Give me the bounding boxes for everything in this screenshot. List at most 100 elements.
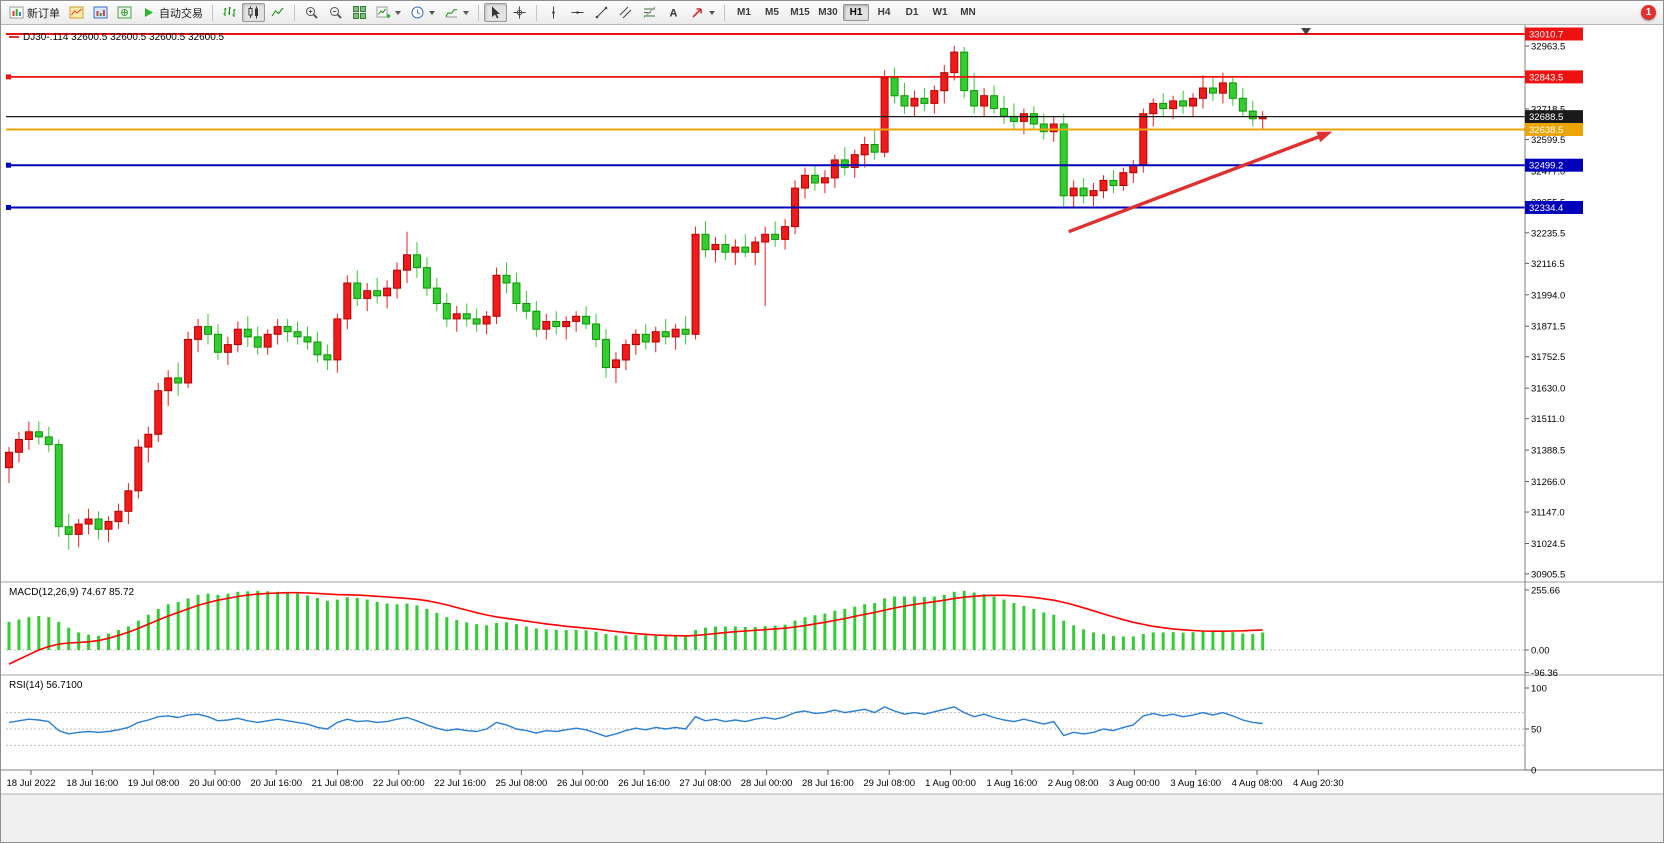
fibonacci-button[interactable] (638, 3, 661, 22)
hline-handle[interactable] (6, 162, 11, 168)
candle-body[interactable] (920, 97, 929, 104)
timeframe-M1[interactable]: M1 (731, 4, 757, 21)
candle-body[interactable] (731, 246, 740, 253)
candle-body[interactable] (830, 159, 839, 179)
candle-body[interactable] (213, 333, 222, 353)
candle-body[interactable] (1189, 97, 1198, 107)
timeframe-M5[interactable]: M5 (759, 4, 785, 21)
candle-body[interactable] (1179, 100, 1188, 107)
candle-body[interactable] (363, 290, 372, 299)
candle-body[interactable] (462, 313, 471, 320)
tile-windows-button[interactable] (348, 3, 371, 22)
candle-body[interactable] (990, 95, 999, 109)
candle-body[interactable] (910, 97, 919, 107)
timeframe-D1[interactable]: D1 (899, 4, 925, 21)
timeframe-H4[interactable]: H4 (871, 4, 897, 21)
channel-button[interactable] (614, 3, 637, 22)
candle-body[interactable] (184, 338, 193, 384)
candle-body[interactable] (661, 331, 670, 338)
candle-body[interactable] (154, 390, 163, 435)
candle-body[interactable] (542, 321, 551, 330)
candle-body[interactable] (233, 328, 242, 346)
candle-body[interactable] (253, 336, 262, 348)
candle-body[interactable] (412, 254, 421, 269)
candle-body[interactable] (5, 451, 13, 469)
candle-body[interactable] (44, 436, 53, 446)
candle-body[interactable] (751, 241, 760, 253)
zoom-out-button[interactable] (324, 3, 347, 22)
candle-body[interactable] (1079, 187, 1088, 197)
candle-body[interactable] (890, 77, 899, 97)
candle-body[interactable] (582, 315, 591, 325)
horizontal-line-button[interactable] (566, 3, 589, 22)
candle-body[interactable] (293, 331, 302, 338)
candle-body[interactable] (333, 318, 342, 361)
chart-plot-area[interactable] (6, 25, 1525, 770)
candle-body[interactable] (134, 446, 143, 492)
new-order-button[interactable]: 新订单 (5, 3, 64, 22)
candle-body[interactable] (482, 315, 491, 325)
candle-body[interactable] (1208, 87, 1217, 94)
candle-body[interactable] (204, 326, 212, 335)
candle-body[interactable] (1159, 102, 1168, 110)
candle-body[interactable] (840, 159, 849, 169)
navigator-button[interactable] (113, 3, 136, 22)
candle-body[interactable] (313, 341, 322, 356)
candle-body[interactable] (1199, 87, 1207, 99)
candle-body[interactable] (781, 226, 790, 240)
hline-handle[interactable] (6, 74, 11, 80)
candle-body[interactable] (84, 518, 93, 525)
timeframe-M30[interactable]: M30 (815, 4, 841, 21)
candle-body[interactable] (562, 321, 571, 328)
candle-body[interactable] (114, 510, 123, 523)
candle-body[interactable] (383, 287, 392, 297)
candle-body[interactable] (940, 72, 949, 92)
candle-body[interactable] (1169, 100, 1178, 110)
time-axis[interactable] (1, 770, 1664, 794)
candle-body[interactable] (64, 526, 73, 535)
candle-body[interactable] (552, 321, 561, 328)
candle-body[interactable] (701, 233, 710, 251)
candle-body[interactable] (54, 444, 63, 528)
candle-body[interactable] (651, 331, 660, 343)
candle-body[interactable] (1049, 123, 1058, 133)
chart-canvas[interactable]: 32963.532718.532599.532477.032355.532235… (1, 25, 1664, 843)
candle-body[interactable] (820, 177, 829, 184)
candle-body[interactable] (572, 315, 581, 322)
candle-body[interactable] (303, 336, 312, 343)
candle-body[interactable] (721, 244, 730, 253)
candle-body[interactable] (144, 433, 153, 448)
candle-body[interactable] (164, 377, 173, 392)
candle-body[interactable] (950, 51, 959, 74)
notification-badge[interactable]: 1 (1641, 5, 1656, 20)
new-chart-button[interactable] (372, 3, 405, 22)
candle-body[interactable] (442, 303, 451, 320)
candle-body[interactable] (104, 521, 113, 530)
timeframe-W1[interactable]: W1 (927, 4, 953, 21)
candle-body[interactable] (472, 318, 481, 325)
candle-body[interactable] (900, 95, 909, 107)
candle-body[interactable] (960, 51, 969, 92)
auto-trading-button[interactable]: 自动交易 (137, 3, 207, 22)
timeframe-MN[interactable]: MN (955, 4, 981, 21)
candle-body[interactable] (273, 326, 282, 335)
candle-body[interactable] (323, 354, 332, 361)
candle-body[interactable] (14, 439, 23, 453)
candle-body[interactable] (801, 174, 809, 189)
text-label-button[interactable]: A (662, 3, 685, 22)
trend-arrow-line[interactable] (1068, 132, 1326, 234)
arrow-tool-button[interactable] (686, 3, 719, 22)
candle-body[interactable] (1119, 172, 1128, 186)
hline-handle[interactable] (6, 204, 11, 210)
candle-body[interactable] (771, 233, 780, 240)
candle-body[interactable] (1029, 113, 1038, 125)
candle-body[interactable] (512, 282, 521, 304)
candle-body[interactable] (1089, 190, 1098, 197)
candle-body[interactable] (194, 326, 203, 340)
candle-body[interactable] (373, 290, 382, 297)
candle-body[interactable] (1019, 113, 1028, 122)
zoom-in-button[interactable] (300, 3, 323, 22)
candle-body[interactable] (343, 282, 352, 320)
candlestick-chart-button[interactable] (242, 3, 265, 22)
candle-body[interactable] (621, 344, 630, 361)
